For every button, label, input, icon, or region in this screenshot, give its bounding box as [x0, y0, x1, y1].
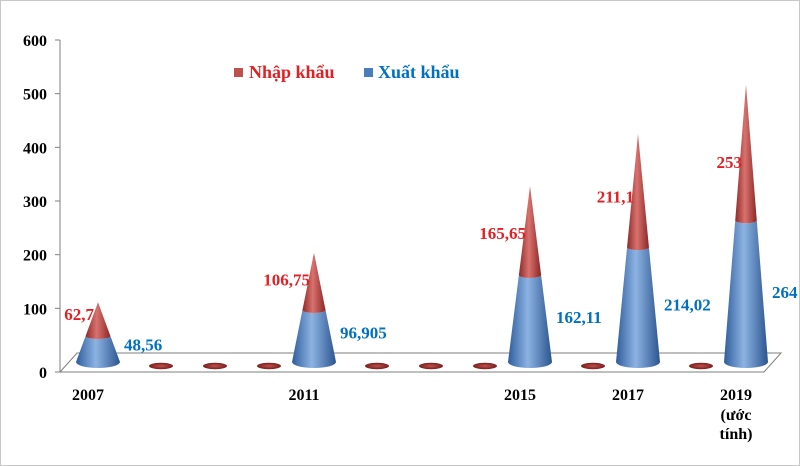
cone-segment-export — [724, 220, 768, 368]
empty-disc — [203, 362, 227, 370]
cone-segment-import — [302, 252, 326, 313]
cone-segment-import — [518, 186, 542, 279]
empty-disc — [419, 362, 443, 370]
x-tick-label: 2015 — [504, 387, 536, 404]
empty-disc — [473, 362, 497, 370]
data-label-import: 62,7 — [64, 305, 94, 324]
data-label-export: 162,11 — [556, 308, 602, 327]
data-label-import: 165,65 — [479, 224, 526, 243]
data-label-export: 96,905 — [340, 324, 387, 343]
x-tick-sublabel: (ước — [721, 407, 752, 424]
cone-segment-import — [85, 302, 111, 339]
legend-swatch-import — [234, 68, 243, 77]
cone-segment-export — [292, 309, 336, 368]
cone-segment-export — [616, 247, 660, 368]
x-axis-labels: 2007 2011 2015 2017 2019 (ước tính) — [72, 387, 752, 443]
y-tick-label: 400 — [23, 140, 47, 157]
empty-disc — [257, 362, 281, 370]
empty-disc — [149, 362, 173, 370]
cones — [76, 84, 768, 368]
legend-label-import: Nhập khẩu — [249, 62, 335, 82]
legend-swatch-export — [364, 68, 373, 77]
y-tick-label: 100 — [23, 301, 47, 318]
y-axis-ticks: 0 100 200 300 400 500 600 — [23, 33, 60, 382]
data-label-import: 211,1 — [597, 187, 634, 206]
x-tick-label: 2011 — [288, 387, 319, 404]
empty-category-discs — [149, 362, 713, 370]
data-label-export: 214,02 — [664, 295, 711, 314]
y-tick-label: 0 — [39, 365, 47, 382]
data-labels: 62,7 48,56 106,75 96,905 165,65 162,11 211,1 21… — [64, 153, 798, 354]
y-tick-label: 500 — [23, 87, 47, 104]
data-label-export: 48,56 — [124, 335, 162, 354]
y-tick-label: 600 — [23, 33, 47, 50]
x-tick-label: 2007 — [72, 387, 104, 404]
cone-segment-import — [735, 84, 757, 224]
y-tick-label: 200 — [23, 248, 47, 265]
x-tick-label: 2019 — [720, 387, 752, 404]
cone-segment-export — [508, 275, 552, 368]
x-tick-label: 2017 — [612, 387, 644, 404]
y-tick-label: 300 — [23, 194, 47, 211]
empty-disc — [689, 362, 713, 370]
cone-segment-import — [627, 133, 649, 251]
empty-disc — [581, 362, 605, 370]
data-label-import: 253 — [717, 153, 743, 172]
legend: Nhập khẩu Xuất khẩu — [234, 62, 460, 82]
x-tick-sublabel: tính) — [720, 426, 753, 443]
data-label-import: 106,75 — [263, 270, 310, 289]
empty-disc — [365, 362, 389, 370]
legend-label-export: Xuất khẩu — [378, 62, 460, 82]
cone-segment-export — [76, 335, 120, 368]
chart-floor — [58, 352, 783, 373]
data-label-export: 264 — [772, 283, 798, 302]
